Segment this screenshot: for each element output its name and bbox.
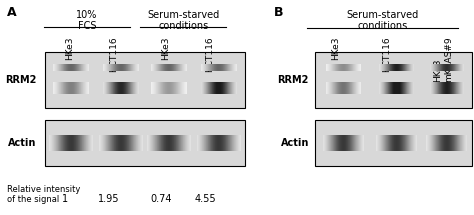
Text: conditions: conditions bbox=[158, 21, 209, 31]
Text: 1: 1 bbox=[62, 194, 68, 204]
Text: HKe3
mKRAS#9: HKe3 mKRAS#9 bbox=[433, 37, 453, 82]
Text: HKe3: HKe3 bbox=[161, 37, 170, 60]
FancyBboxPatch shape bbox=[45, 120, 245, 166]
Text: HCT116: HCT116 bbox=[206, 37, 214, 72]
Text: 1.95: 1.95 bbox=[98, 194, 120, 204]
Text: B: B bbox=[274, 6, 284, 19]
Text: Relative intensity
of the signal: Relative intensity of the signal bbox=[7, 185, 81, 204]
FancyBboxPatch shape bbox=[45, 52, 245, 108]
Text: HKe3: HKe3 bbox=[331, 37, 340, 60]
Text: RRM2: RRM2 bbox=[278, 75, 309, 84]
Text: conditions: conditions bbox=[357, 21, 408, 31]
Text: Actin: Actin bbox=[8, 138, 36, 148]
Text: A: A bbox=[7, 6, 17, 19]
FancyBboxPatch shape bbox=[315, 52, 472, 108]
Text: 10%: 10% bbox=[76, 10, 98, 20]
Text: HCT116: HCT116 bbox=[109, 37, 118, 72]
Text: 0.74: 0.74 bbox=[150, 194, 172, 204]
Text: 4.55: 4.55 bbox=[195, 194, 216, 204]
Text: Actin: Actin bbox=[281, 138, 309, 148]
Text: HKe3: HKe3 bbox=[64, 37, 73, 60]
Text: FCS: FCS bbox=[78, 21, 96, 31]
Text: Serum-starved: Serum-starved bbox=[346, 10, 419, 20]
Text: Serum-starved: Serum-starved bbox=[147, 10, 219, 20]
Text: RRM2: RRM2 bbox=[5, 75, 36, 84]
FancyBboxPatch shape bbox=[315, 120, 472, 166]
Text: HCT116: HCT116 bbox=[382, 37, 391, 72]
